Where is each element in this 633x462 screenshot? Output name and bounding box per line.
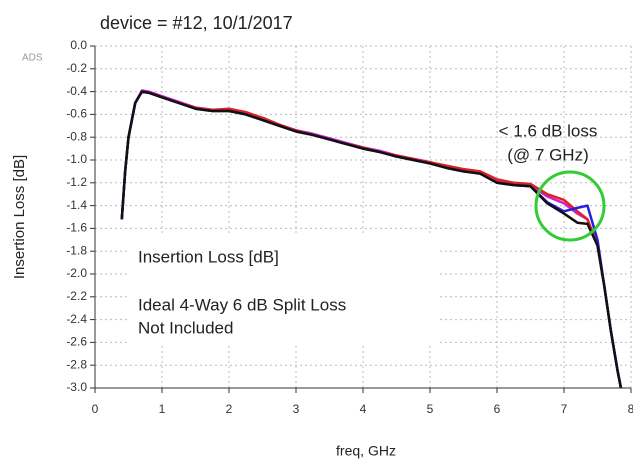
y-tick-label: -0.4 — [66, 84, 87, 98]
y-tick-label: 0.0 — [70, 38, 87, 52]
watermark: ADS — [22, 53, 43, 64]
y-tick-label: -1.8 — [66, 243, 87, 257]
y-tick-label: -1.2 — [66, 175, 87, 189]
annotation: < 1.6 dB loss — [499, 121, 598, 140]
y-tick-label: -2.2 — [66, 289, 87, 303]
note-line: Insertion Loss [dB] — [138, 247, 279, 266]
series-line — [120, 90, 623, 389]
highlight-circle — [534, 170, 606, 242]
y-axis-label: Insertion Loss [dB] — [11, 155, 28, 279]
x-tick-label: 6 — [494, 402, 501, 416]
y-tick-label: -2.6 — [66, 335, 87, 349]
chart-title: device = #12, 10/1/2017 — [100, 13, 293, 33]
x-tick-label: 5 — [427, 402, 434, 416]
y-tick-label: -0.2 — [66, 61, 87, 75]
note-line: Ideal 4-Way 6 dB Split Loss — [138, 295, 346, 314]
x-tick-label: 1 — [159, 402, 166, 416]
x-tick-label: 2 — [226, 402, 233, 416]
note-line: Not Included — [138, 318, 233, 337]
annotation: (@ 7 GHz) — [507, 145, 588, 164]
x-tick-label: 0 — [92, 402, 99, 416]
y-tick-label: -1.6 — [66, 221, 87, 235]
x-tick-label: 7 — [561, 402, 568, 416]
y-tick-label: -0.8 — [66, 129, 87, 143]
x-tick-label: 8 — [628, 402, 633, 416]
x-tick-label: 4 — [360, 402, 367, 416]
plot-area: 0.0 -0.2 -0.4 -0.6 -0.8 -1.0 -1.2 -1.4 -1.6 -1.8 -… — [66, 38, 633, 416]
y-tick-label: -0.6 — [66, 107, 87, 121]
y-tick-label: -1.4 — [66, 198, 87, 212]
y-tick-label: -2.8 — [66, 357, 87, 371]
x-tick-label: 3 — [293, 402, 300, 416]
y-tick-label: -3.0 — [66, 380, 87, 394]
y-tick-label: -1.0 — [66, 152, 87, 166]
x-axis-label: freq, GHz — [336, 443, 396, 459]
note-box — [128, 236, 438, 344]
y-tick-label: -2.4 — [66, 312, 87, 326]
y-tick-label: -2.0 — [66, 266, 87, 280]
